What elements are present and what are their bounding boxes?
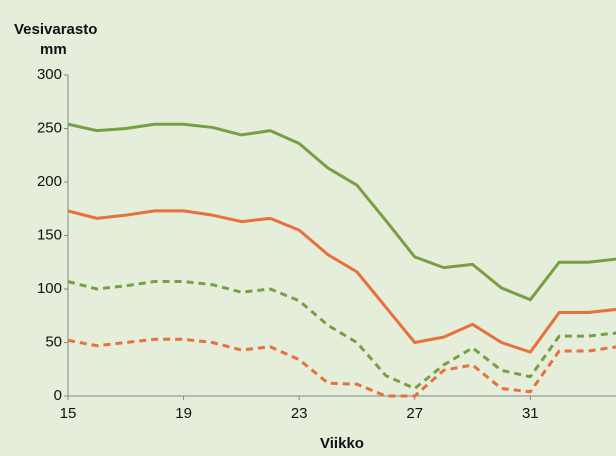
y-tick-label: 200 — [37, 173, 62, 190]
x-tick-label: 19 — [175, 405, 192, 422]
chart-title: Vesivarasto — [14, 21, 97, 38]
y-tick-label: 100 — [37, 280, 62, 297]
x-tick-label: 27 — [406, 405, 423, 422]
x-tick-label: 31 — [522, 405, 539, 422]
y-tick-label: 0 — [54, 387, 62, 404]
y-tick-label: 300 — [37, 66, 62, 83]
x-tick-label: 15 — [60, 405, 77, 422]
y-tick-label: 150 — [37, 226, 62, 243]
series-line — [67, 280, 616, 391]
series-line — [67, 122, 616, 302]
y-tick-label: 50 — [45, 333, 62, 350]
x-tick-label: 23 — [291, 405, 308, 422]
x-axis-label: Viikko — [320, 435, 364, 452]
y-unit: mm — [40, 41, 67, 58]
series-line — [67, 209, 616, 354]
y-tick-label: 250 — [37, 119, 62, 136]
